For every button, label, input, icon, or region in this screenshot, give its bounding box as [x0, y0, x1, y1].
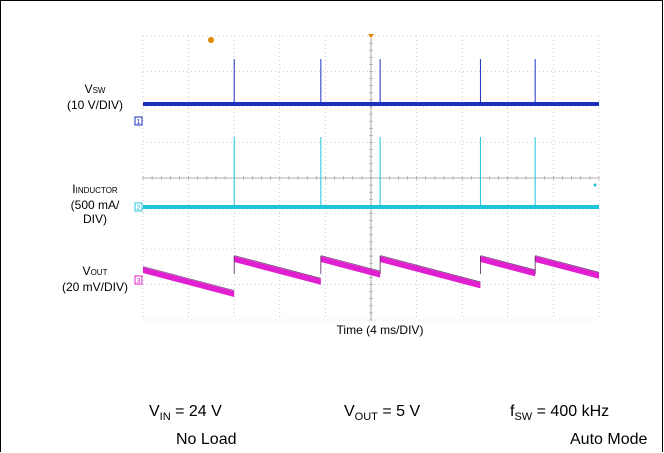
vin-value: = 24 V [171, 403, 222, 420]
vin-condition: VIN = 24 V [149, 403, 222, 426]
fsw-value: = 400 kHz [532, 403, 609, 420]
mode-condition: Auto Mode [570, 431, 647, 449]
channel-marker-number: 1 [137, 119, 141, 126]
vout-channel-label: VOUT (20 mV/DIV) [58, 264, 132, 294]
vout-sub: OUT [355, 411, 378, 423]
channel-marker-number: 3 [137, 278, 141, 285]
vout-value: = 5 V [378, 403, 420, 420]
vsw-label-sub: SW [93, 86, 106, 95]
vout-ramp-edge [143, 267, 234, 291]
trigger-position-marker [368, 34, 374, 38]
fsw-condition: fSW = 400 kHz [510, 403, 609, 426]
vout-ramp-segment [480, 256, 535, 276]
inductor-label-scale-2: DIV) [83, 212, 107, 226]
vout-ramp-segment [380, 256, 480, 288]
level-marker [594, 184, 597, 187]
channel-marker-number: 2 [137, 205, 141, 212]
vin-main: V [149, 403, 160, 420]
trigger-marker [208, 37, 214, 43]
vsw-channel-label: VSW (10 V/DIV) [60, 82, 130, 112]
load-condition: No Load [176, 431, 237, 449]
vout-label-main: V [83, 264, 91, 278]
fsw-sub: SW [514, 411, 532, 423]
vout-condition: VOUT = 5 V [344, 403, 420, 426]
vout-label-scale: (20 mV/DIV) [62, 280, 128, 294]
vout-main: V [344, 403, 355, 420]
inductor-label-scale-1: (500 mA/ [71, 198, 120, 212]
vout-ramp-edge [380, 256, 480, 282]
inductor-label-sub: INDUCTOR [76, 186, 118, 195]
vout-ramp-segment [535, 256, 599, 279]
vout-label-sub: OUT [91, 268, 108, 277]
vsw-label-scale: (10 V/DIV) [67, 98, 123, 112]
vout-ramp-segment [234, 256, 321, 285]
vsw-label-main: V [85, 82, 93, 96]
vin-sub: IN [160, 411, 171, 423]
inductor-trace [143, 205, 599, 209]
x-axis-label: Time (4 ms/DIV) [300, 323, 460, 337]
grid [143, 36, 599, 320]
vsw-trace [143, 102, 599, 106]
inductor-channel-label: IINDUCTOR (500 mA/ DIV) [55, 182, 135, 226]
vout-ramp-edge [234, 256, 321, 279]
